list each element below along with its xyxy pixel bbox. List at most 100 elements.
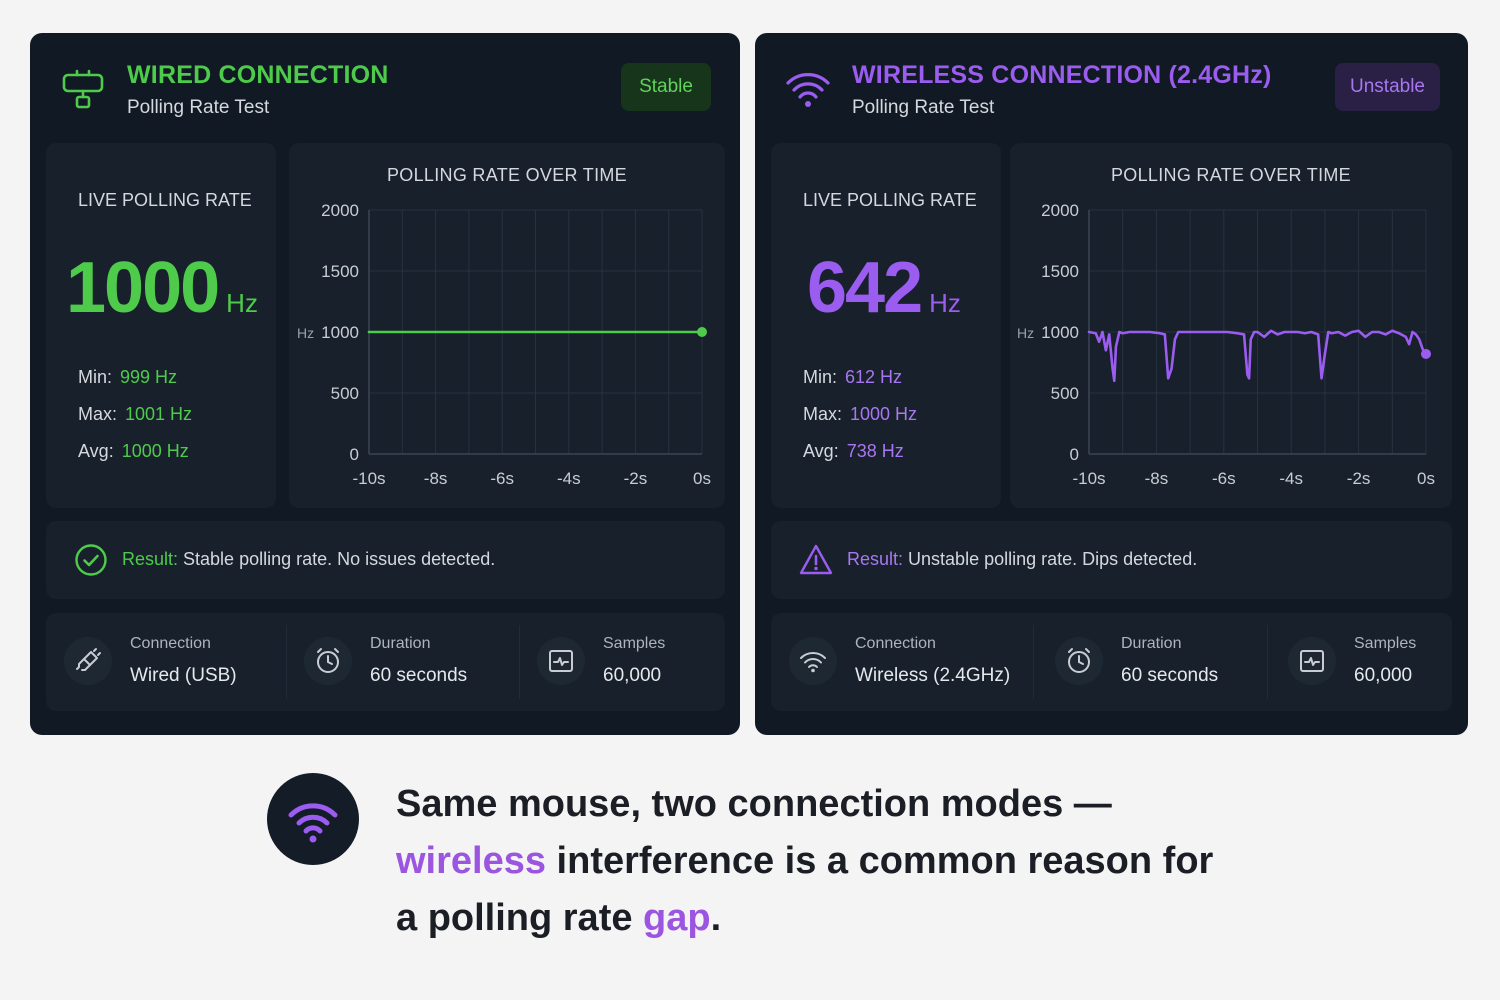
wireless-info-card: Connection Wireless (2.4GHz) Duration 60… bbox=[771, 613, 1452, 711]
series-end-point bbox=[697, 327, 707, 337]
duration-value: 60 seconds bbox=[370, 665, 468, 686]
min-stat: Min: 999 Hz bbox=[78, 367, 177, 388]
duration-value: 60 seconds bbox=[1121, 665, 1219, 686]
duration-info: Duration 60 seconds bbox=[286, 613, 519, 711]
live-rate-label: LIVE POLLING RATE bbox=[78, 190, 252, 210]
avg-label: Avg: bbox=[803, 441, 839, 461]
wired-panel-header: WIRED CONNECTION Polling Rate Test Stabl… bbox=[30, 33, 740, 141]
wireless-panel-title: WIRELESS CONNECTION (2.4GHz) bbox=[852, 61, 1272, 89]
wireless-status-badge: Unstable bbox=[1335, 63, 1440, 111]
wired-status-badge: Stable bbox=[621, 63, 711, 111]
wired-chart-card: POLLING RATE OVER TIME 0 500 1000 1500 2000 H… bbox=[289, 143, 725, 508]
result-message: Stable polling rate. No issues detected. bbox=[183, 549, 496, 569]
y-axis-unit-label: Hz bbox=[297, 325, 314, 341]
x-tick-label: 0s bbox=[1417, 469, 1435, 488]
y-tick-label: 1000 bbox=[1041, 323, 1079, 342]
wired-panel-subtitle: Polling Rate Test bbox=[127, 97, 270, 118]
y-tick-label: 0 bbox=[350, 445, 359, 464]
info-divider bbox=[519, 625, 520, 699]
x-tick-label: 0s bbox=[693, 469, 711, 488]
samples-value: 60,000 bbox=[1354, 665, 1413, 686]
live-rate-unit: Hz bbox=[929, 288, 961, 318]
min-value: 612 Hz bbox=[845, 367, 903, 387]
live-rate-number: 1000 bbox=[66, 248, 220, 328]
samples-info: Samples 60,000 bbox=[1270, 613, 1452, 711]
wireless-chart-card: POLLING RATE OVER TIME 0 500 1000 1500 2000 H… bbox=[1010, 143, 1452, 508]
wifi-icon bbox=[267, 773, 359, 865]
samples-label: Samples bbox=[603, 635, 666, 652]
x-tick-label: -6s bbox=[490, 469, 514, 488]
y-tick-label: 2000 bbox=[321, 201, 359, 220]
x-tick-label: -10s bbox=[352, 469, 385, 488]
max-label: Max: bbox=[78, 404, 118, 424]
samples-value: 60,000 bbox=[603, 665, 662, 686]
max-stat: Max: 1001 Hz bbox=[78, 404, 192, 425]
result-label: Result: bbox=[847, 549, 904, 569]
result-message: Unstable polling rate. Dips detected. bbox=[908, 549, 1198, 569]
wifi-icon bbox=[789, 637, 837, 685]
series-line bbox=[1087, 329, 1428, 383]
usb-plug-icon bbox=[62, 69, 104, 109]
sample-chart-icon bbox=[537, 637, 585, 685]
x-tick-label: -10s bbox=[1072, 469, 1105, 488]
x-tick-label: -6s bbox=[1212, 469, 1236, 488]
x-tick-label: -2s bbox=[1347, 469, 1371, 488]
avg-stat: Avg: 738 Hz bbox=[803, 441, 904, 462]
series-end-point bbox=[1421, 348, 1431, 359]
alarm-clock-icon bbox=[304, 637, 352, 685]
x-tick-label: -2s bbox=[624, 469, 648, 488]
min-label: Min: bbox=[78, 367, 113, 387]
connection-label: Connection bbox=[130, 635, 211, 652]
wired-result-text: Result: Stable polling rate. No issues de… bbox=[122, 549, 495, 570]
result-label: Result: bbox=[122, 549, 179, 569]
max-value: 1001 Hz bbox=[125, 404, 193, 424]
caption-text: Same mouse, two connection modes — wirel… bbox=[396, 776, 1296, 947]
min-stat: Min: 612 Hz bbox=[803, 367, 902, 388]
cable-icon bbox=[64, 637, 112, 685]
avg-value: 738 Hz bbox=[846, 441, 904, 461]
y-tick-label: 2000 bbox=[1041, 201, 1079, 220]
caption-period: . bbox=[710, 897, 722, 939]
wired-connection-panel: WIRED CONNECTION Polling Rate Test Stabl… bbox=[30, 33, 740, 735]
avg-value: 1000 Hz bbox=[121, 441, 189, 461]
y-tick-label: 0 bbox=[1070, 445, 1079, 464]
connection-value: Wireless (2.4GHz) bbox=[855, 665, 1011, 686]
y-tick-label: 1500 bbox=[1041, 262, 1079, 281]
x-tick-label: -8s bbox=[1145, 469, 1169, 488]
live-rate-label: LIVE POLLING RATE bbox=[803, 190, 977, 210]
min-label: Min: bbox=[803, 367, 838, 387]
wired-chart-title: POLLING RATE OVER TIME bbox=[387, 165, 627, 185]
wired-live-rate-card: LIVE POLLING RATE 1000 Hz Min: 999 Hz Max:… bbox=[46, 143, 276, 508]
wireless-result-text: Result: Unstable polling rate. Dips detec… bbox=[847, 549, 1197, 570]
min-value: 999 Hz bbox=[120, 367, 178, 387]
max-stat: Max: 1000 Hz bbox=[803, 404, 917, 425]
wired-polling-chart: 0 500 1000 1500 2000 Hz -10s -8s -6s -4s -2s 0s bbox=[297, 201, 711, 488]
y-tick-label: 500 bbox=[1051, 384, 1079, 403]
live-rate-value: 1000 Hz bbox=[66, 248, 258, 343]
info-divider bbox=[286, 625, 287, 699]
wireless-chart-title: POLLING RATE OVER TIME bbox=[1111, 165, 1351, 185]
caption-line-3-text: a polling rate bbox=[396, 897, 644, 939]
wireless-connection-panel: WIRELESS CONNECTION (2.4GHz) Polling Rat… bbox=[755, 33, 1468, 735]
samples-info: Samples 60,000 bbox=[519, 613, 725, 711]
y-tick-label: 1000 bbox=[321, 323, 359, 342]
connection-info: Connection Wireless (2.4GHz) bbox=[771, 613, 1033, 711]
warning-triangle-icon bbox=[799, 544, 833, 575]
caption-line-2-text: interference is a common reason for bbox=[546, 840, 1214, 882]
samples-label: Samples bbox=[1354, 635, 1417, 652]
alarm-clock-icon bbox=[1055, 637, 1103, 685]
avg-stat: Avg: 1000 Hz bbox=[78, 441, 189, 462]
x-tick-label: -8s bbox=[424, 469, 448, 488]
y-axis-unit-label: Hz bbox=[1017, 325, 1034, 341]
caption-highlight-gap: gap bbox=[643, 897, 711, 939]
wireless-result-card: Result: Unstable polling rate. Dips detec… bbox=[771, 521, 1452, 599]
wireless-panel-header: WIRELESS CONNECTION (2.4GHz) Polling Rat… bbox=[755, 33, 1468, 141]
live-rate-unit: Hz bbox=[226, 288, 258, 318]
check-circle-icon bbox=[75, 544, 107, 576]
live-rate-number: 642 bbox=[807, 248, 923, 328]
wireless-panel-subtitle: Polling Rate Test bbox=[852, 97, 995, 118]
connection-info: Connection Wired (USB) bbox=[46, 613, 286, 711]
connection-value: Wired (USB) bbox=[130, 665, 237, 686]
info-divider bbox=[1267, 625, 1268, 699]
live-rate-value: 642 Hz bbox=[807, 248, 961, 343]
